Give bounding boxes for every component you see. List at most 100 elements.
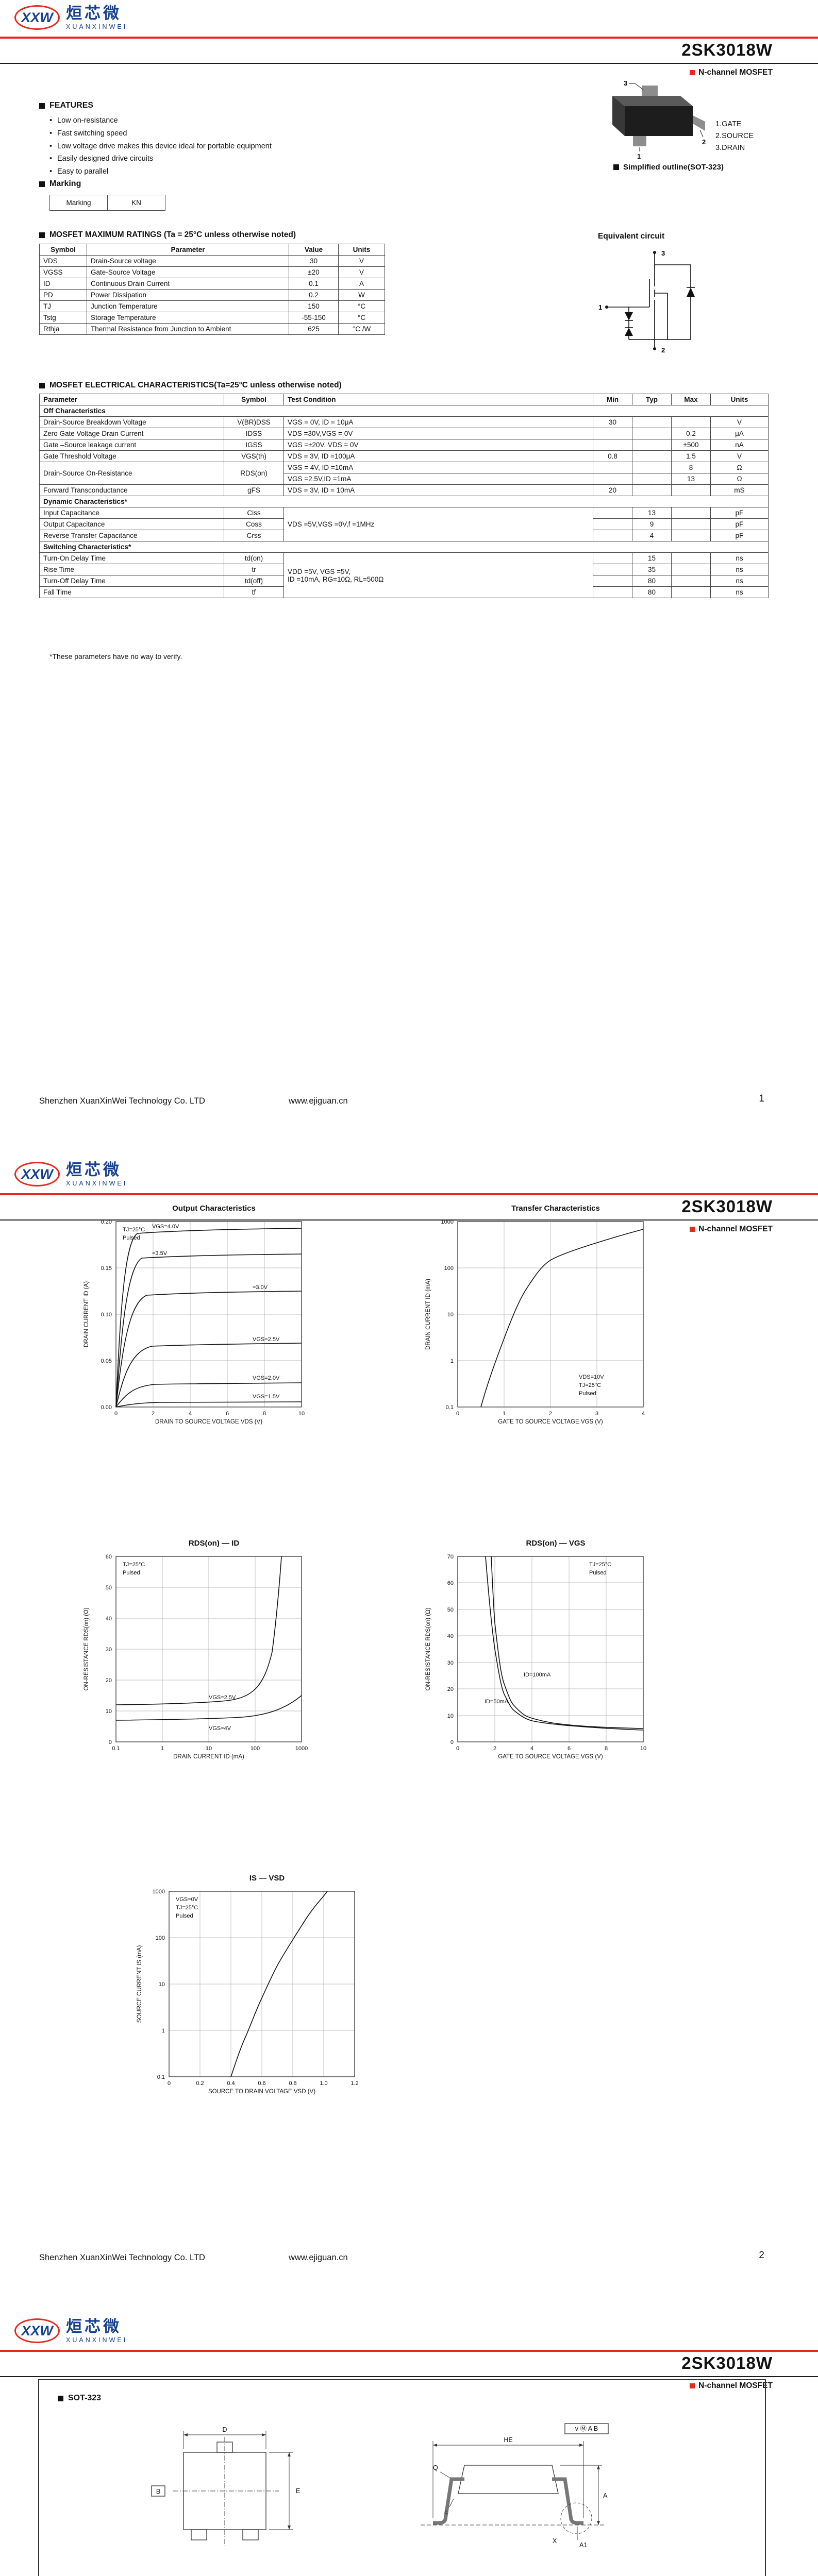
table-cell — [593, 518, 632, 530]
section-row: Dynamic Characteristics* — [39, 496, 769, 507]
chart-text: 0.20 — [101, 1219, 112, 1225]
chart-text: 100 — [156, 1935, 165, 1941]
chart-text: 10 — [640, 1745, 646, 1752]
electrical-title: MOSFET ELECTRICAL CHARACTERISTICS(Ta=25°… — [39, 381, 342, 390]
table-cell: 1.5 — [671, 450, 711, 462]
red-square-icon — [690, 2383, 695, 2388]
table-cell: ns — [710, 586, 769, 598]
chart-text: 6 — [567, 1745, 571, 1752]
table-cell: Forward Transconductance — [39, 484, 224, 496]
pin3-callout: 3 — [624, 79, 627, 87]
chart-text: 10 — [298, 1411, 305, 1417]
table-cell: Rise Time — [39, 564, 224, 575]
table-cell: 30 — [289, 255, 339, 267]
red-square-icon — [690, 70, 695, 75]
table-row: Zero Gate Voltage Drain Current IDSS VDS =… — [39, 428, 769, 439]
table-cell: 35 — [632, 564, 672, 575]
pin-name-list: 1.GATE 2.SOURCE 3.DRAIN — [715, 118, 754, 155]
grid — [458, 1556, 643, 1742]
logo-english-name: XUANXINWEI — [66, 23, 128, 30]
table-cell: Switching Characteristics* — [39, 541, 769, 553]
table-cell: 625 — [289, 323, 339, 335]
chart-text: GATE TO SOURCE VOLTAGE VGS (V) — [498, 1754, 603, 1760]
header-thin-divider — [0, 1219, 818, 1221]
table-cell — [632, 462, 672, 473]
logo-abbr: XXW — [21, 2323, 53, 2338]
table-cell — [671, 507, 711, 519]
table-cell: Parameter — [87, 244, 289, 256]
table-cell: V — [710, 450, 769, 462]
chart-title: Output Characteristics — [172, 1204, 256, 1213]
chart-text: VGS=4.0V — [152, 1224, 179, 1230]
dim-label-HE: HE — [504, 2436, 512, 2444]
table-cell: nA — [710, 439, 769, 451]
chart-text: 50 — [447, 1607, 454, 1613]
table-cell: 0.1 — [289, 278, 339, 290]
logo-names: 烜芯微 XUANXINWEI — [66, 5, 127, 30]
table-cell: tf — [224, 586, 284, 598]
part-number: 2SK3018W — [681, 2353, 773, 2372]
equivalent-circuit-title: Equivalent circuit — [598, 232, 665, 241]
table-cell — [671, 586, 711, 598]
chart-text: DRAIN CURRENT ID (mA) — [173, 1754, 244, 1760]
table-cell: Parameter — [39, 394, 224, 405]
table-cell: Test Condition — [283, 394, 593, 405]
table-cell: Gate –Source leakage current — [39, 439, 224, 451]
chart-text: 0 — [450, 1739, 454, 1745]
table-cell: Input Capacitance — [39, 507, 224, 519]
section-bullet-icon — [39, 103, 45, 109]
dim-label-Q: Q — [433, 2464, 438, 2471]
logo-abbr: XXW — [21, 1166, 53, 1182]
chart-text: 20 — [106, 1677, 112, 1684]
table-cell: μA — [710, 428, 769, 439]
table-cell: Symbol — [224, 394, 284, 405]
maximum-ratings-table: Symbol Parameter Value Units VDS Drain-Sourc… — [39, 244, 385, 335]
source-terminal-label: 2 — [661, 346, 665, 354]
table-cell: Value — [289, 244, 339, 256]
chart-text: 0 — [168, 2080, 171, 2087]
table-row: Tstg Storage Temperature -55-150 °C — [39, 312, 385, 324]
logo-names: 烜芯微 XUANXINWEI — [66, 2318, 127, 2343]
brand-logo: XXW 烜芯微 XUANXINWEI — [14, 5, 127, 30]
drain-terminal-label: 3 — [661, 249, 665, 257]
chart-text: 100 — [444, 1265, 454, 1272]
table-cell: Coss — [224, 518, 284, 530]
table-row: Turn-On Delay Time td(on) VDD =5V, VGS =5V… — [39, 552, 769, 598]
table-row: Output Capacitance Coss 9 pF — [39, 518, 769, 530]
table-row: VGSS Gate-Source Voltage ±20 V — [39, 266, 385, 278]
chart-text: 10 — [447, 1713, 454, 1719]
table-cell: Max — [671, 394, 711, 405]
outline-caption: Simplified outline(SOT-323) — [613, 163, 724, 172]
chart-text: Pulsed — [123, 1570, 140, 1576]
table-cell: TJ — [39, 300, 87, 312]
table-cell: Ω — [710, 473, 769, 485]
pin2-callout: 2 — [702, 138, 706, 146]
plot-frame — [115, 1556, 302, 1742]
table-cell: 13 — [632, 507, 672, 519]
chart-text: VGS=2.5V — [209, 1694, 236, 1701]
chart-text: 0.1 — [112, 1745, 120, 1752]
device-type: N-channel MOSFET — [690, 2381, 773, 2391]
device-type-label: N-channel MOSFET — [698, 1225, 773, 1233]
plot-frame — [115, 1221, 302, 1408]
chart-text: SOURCE CURRENT IS (mA) — [137, 1945, 143, 2023]
chart-text: 30 — [447, 1660, 454, 1666]
chart-text: SOURCE TO DRAIN VOLTAGE VSD (V) — [208, 2089, 315, 2095]
table-cell — [593, 428, 632, 439]
electrical-footnote: *These parameters have no way to verify. — [49, 652, 182, 660]
feature-item: Low voltage drive makes this device idea… — [49, 141, 441, 152]
table-cell: VDS =30V,VGS = 0V — [283, 428, 593, 439]
side-view-shapes — [421, 2423, 609, 2540]
section-bullet-icon — [613, 164, 619, 170]
chart-text: 8 — [605, 1745, 608, 1752]
section-bullet-icon — [39, 382, 45, 388]
table-cell: VGSS — [39, 266, 87, 278]
chart-text: 10 — [106, 1708, 112, 1715]
chart-text: 40 — [106, 1616, 112, 1622]
logo-xxw-icon: XXW — [14, 2318, 60, 2344]
chart-text: 0.4 — [227, 2080, 235, 2087]
table-cell: A — [338, 278, 385, 290]
table-cell: 80 — [632, 575, 672, 587]
plot-frame — [169, 1891, 355, 2077]
table-cell: gFS — [224, 484, 284, 496]
